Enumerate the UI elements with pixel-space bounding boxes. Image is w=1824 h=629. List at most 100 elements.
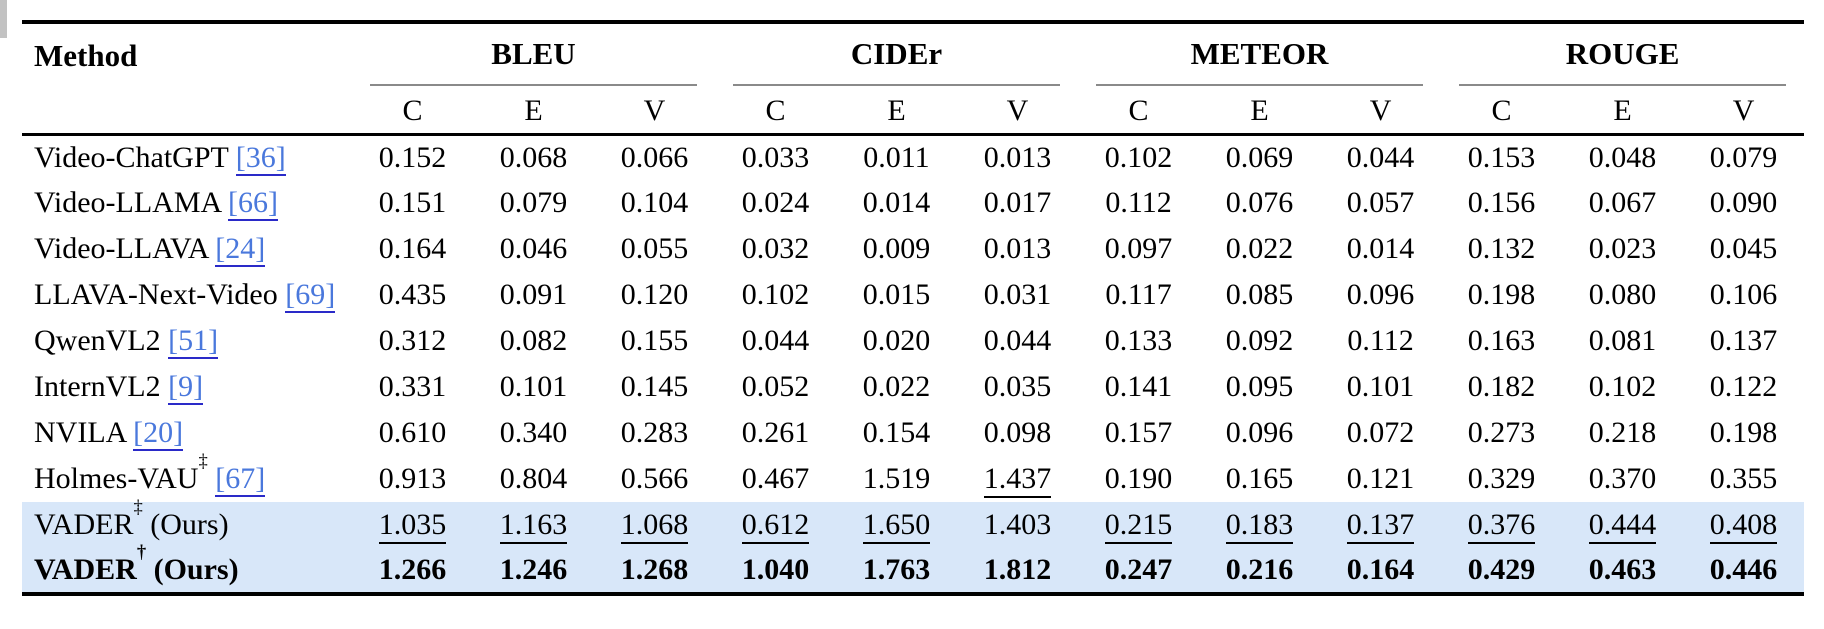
metric-value: 0.247 — [1104, 553, 1173, 586]
metric-value: 0.122 — [1709, 370, 1778, 403]
metric-value: 0.091 — [499, 278, 568, 311]
value-cell: 0.106 — [1683, 272, 1804, 318]
metric-value: 0.312 — [378, 324, 447, 357]
value-cell: 0.022 — [1199, 226, 1320, 272]
citation-link[interactable]: [9] — [168, 370, 204, 405]
value-cell: 0.152 — [352, 134, 473, 180]
metric-value: 0.102 — [1588, 370, 1657, 403]
citation-link[interactable]: [69] — [285, 278, 336, 313]
citation-link[interactable]: [51] — [168, 324, 219, 359]
value-cell: 0.273 — [1441, 410, 1562, 456]
metric-value: 0.435 — [378, 278, 447, 311]
group-header-cider: CIDEr — [850, 36, 943, 71]
value-cell: 0.261 — [715, 410, 836, 456]
value-cell: 0.069 — [1199, 134, 1320, 180]
table-row: Video-LLAMA [66] 0.151 0.079 0.104 0.024 0.01… — [22, 180, 1804, 226]
metric-value: 0.079 — [1709, 140, 1778, 174]
metric-value: 0.068 — [499, 140, 568, 174]
metric-value: 0.014 — [1346, 232, 1415, 265]
metric-value: 0.331 — [378, 370, 447, 403]
metric-value: 0.076 — [1225, 186, 1294, 219]
method-superscript: ‡ — [133, 496, 143, 518]
metric-group-row: Method BLEU CIDEr METEOR ROUGE — [22, 22, 1804, 74]
value-cell: 0.013 — [957, 226, 1078, 272]
metric-value: 0.044 — [983, 324, 1052, 357]
value-cell: 0.156 — [1441, 180, 1562, 226]
metric-value: 0.112 — [1105, 186, 1172, 219]
subcol-meteor-c: C — [1128, 94, 1149, 128]
value-cell: 0.463 — [1562, 548, 1683, 594]
value-cell: 0.045 — [1683, 226, 1804, 272]
citation-link[interactable]: [20] — [133, 416, 184, 451]
group-rule-rouge — [1459, 78, 1787, 86]
value-cell: 0.467 — [715, 456, 836, 502]
value-cell: 1.246 — [473, 548, 594, 594]
method-name: QwenVL2 — [34, 324, 161, 357]
metric-value: 0.198 — [1467, 278, 1536, 311]
method-name: Video-LLAMA — [34, 186, 221, 219]
value-cell: 1.040 — [715, 548, 836, 594]
value-cell: 0.015 — [836, 272, 957, 318]
value-cell: 0.102 — [1078, 134, 1199, 180]
value-cell: 1.812 — [957, 548, 1078, 594]
metric-value: 0.467 — [741, 462, 810, 495]
metric-value: 0.133 — [1104, 324, 1173, 357]
metric-value: 0.101 — [499, 370, 568, 403]
value-cell: 0.112 — [1078, 180, 1199, 226]
metric-value: 0.408 — [1709, 508, 1778, 544]
table-row: Video-ChatGPT [36] 0.152 0.068 0.066 0.033 0.… — [22, 134, 1804, 180]
citation-link[interactable]: [67] — [215, 462, 266, 497]
method-superscript: ‡ — [198, 450, 208, 472]
value-cell: 0.095 — [1199, 364, 1320, 410]
value-cell: 0.066 — [594, 134, 715, 180]
value-cell: 0.046 — [473, 226, 594, 272]
metric-value: 0.198 — [1709, 416, 1778, 449]
group-header-rouge: ROUGE — [1565, 36, 1680, 71]
value-cell: 0.376 — [1441, 502, 1562, 548]
metric-value: 0.190 — [1104, 462, 1173, 495]
metric-value: 0.273 — [1467, 416, 1536, 449]
metric-value: 0.218 — [1588, 416, 1657, 449]
value-cell: 0.104 — [594, 180, 715, 226]
metric-value: 0.444 — [1588, 508, 1657, 544]
metric-value: 1.437 — [983, 462, 1052, 498]
subcol-rouge-c: C — [1491, 94, 1512, 128]
citation-link[interactable]: [36] — [235, 140, 286, 176]
metric-value: 0.145 — [620, 370, 689, 403]
group-header-bleu: BLEU — [491, 36, 576, 71]
citation-link[interactable]: [24] — [215, 232, 266, 267]
metric-value: 0.055 — [620, 232, 689, 265]
value-cell: 0.076 — [1199, 180, 1320, 226]
citation-link[interactable]: [66] — [228, 186, 278, 221]
metric-value: 0.446 — [1709, 553, 1778, 586]
metric-value: 0.069 — [1225, 140, 1294, 174]
value-cell: 0.079 — [1683, 134, 1804, 180]
metric-value: 0.164 — [1346, 553, 1415, 586]
metric-value: 0.261 — [741, 416, 810, 449]
value-cell: 0.092 — [1199, 318, 1320, 364]
value-cell: 0.081 — [1562, 318, 1683, 364]
value-cell: 0.020 — [836, 318, 957, 364]
value-cell: 0.137 — [1320, 502, 1441, 548]
method-cell: QwenVL2 [51] — [22, 318, 352, 364]
value-cell: 0.052 — [715, 364, 836, 410]
group-header-meteor: METEOR — [1190, 36, 1329, 71]
value-cell: 1.268 — [594, 548, 715, 594]
metric-value: 0.165 — [1225, 462, 1294, 495]
value-cell: 0.090 — [1683, 180, 1804, 226]
value-cell: 0.355 — [1683, 456, 1804, 502]
value-cell: 0.055 — [594, 226, 715, 272]
metric-value: 0.095 — [1225, 370, 1294, 403]
metric-value: 0.057 — [1346, 186, 1415, 219]
metric-value: 0.009 — [862, 232, 931, 265]
metric-value: 0.216 — [1225, 553, 1294, 586]
metric-value: 0.031 — [983, 278, 1052, 311]
metric-value: 0.097 — [1104, 232, 1173, 265]
value-cell: 0.331 — [352, 364, 473, 410]
value-cell: 0.566 — [594, 456, 715, 502]
value-cell: 0.370 — [1562, 456, 1683, 502]
value-cell: 0.165 — [1199, 456, 1320, 502]
value-cell: 0.312 — [352, 318, 473, 364]
value-cell: 1.650 — [836, 502, 957, 548]
value-cell: 1.403 — [957, 502, 1078, 548]
